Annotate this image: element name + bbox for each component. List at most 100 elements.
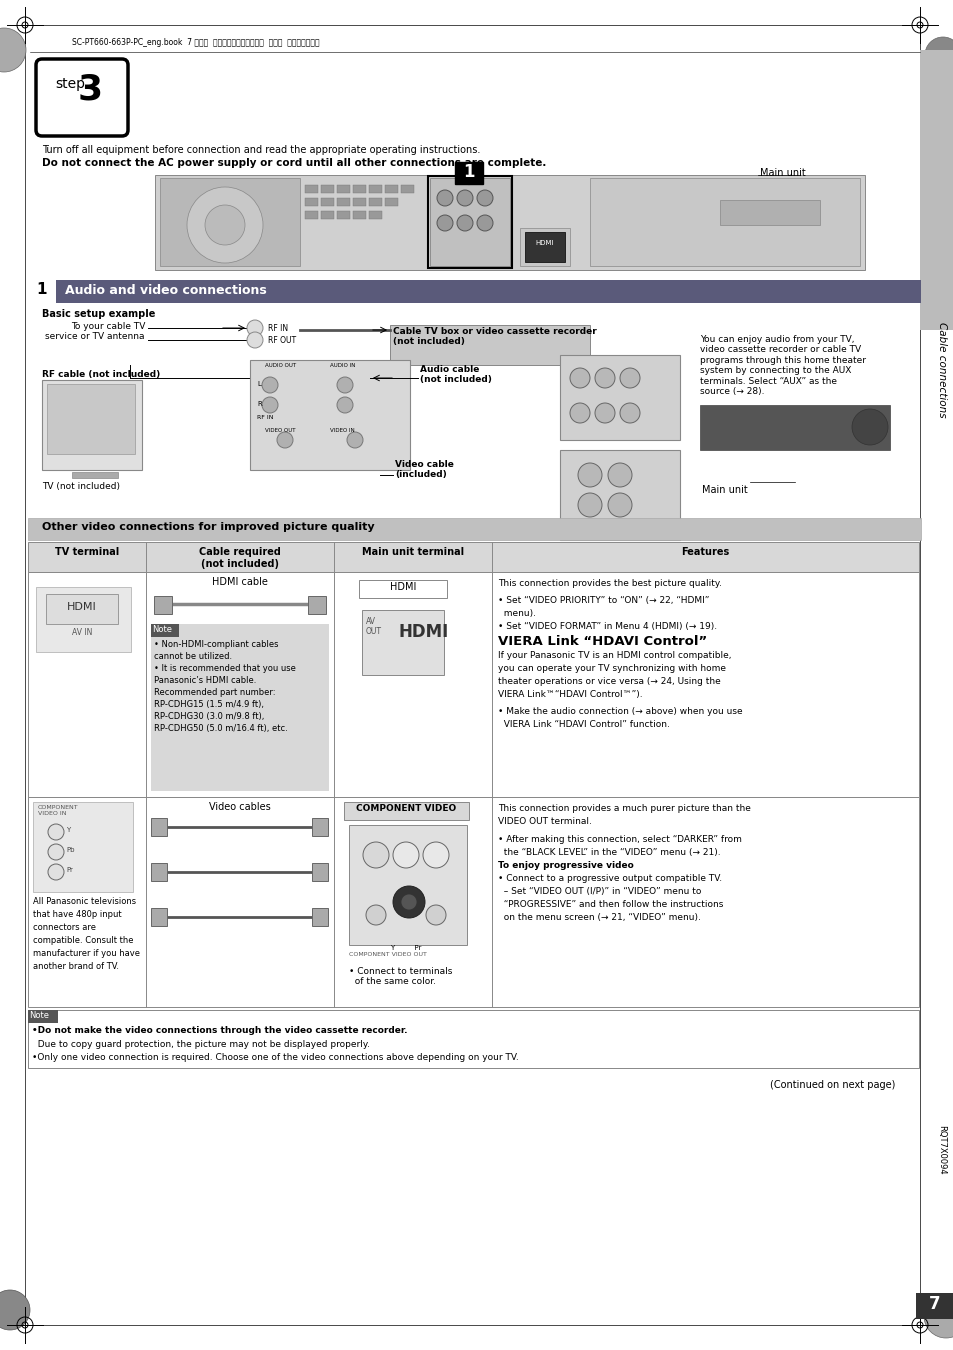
Text: • It is recommended that you use: • It is recommended that you use — [153, 664, 295, 674]
Bar — [33, 802, 132, 892]
Circle shape — [262, 377, 277, 393]
Circle shape — [426, 904, 446, 925]
Circle shape — [276, 432, 293, 448]
Bar — [519, 228, 569, 266]
Bar — [400, 185, 414, 193]
Circle shape — [247, 320, 263, 336]
Text: Y: Y — [66, 828, 71, 833]
Bar — [349, 825, 467, 945]
Text: 1: 1 — [37, 282, 48, 297]
Bar — [320, 198, 334, 207]
Text: Features: Features — [680, 547, 728, 558]
Bar — [559, 450, 679, 540]
Text: RF OUT: RF OUT — [268, 336, 295, 346]
Text: L: L — [256, 381, 260, 387]
FancyBboxPatch shape — [36, 59, 128, 136]
Text: 1: 1 — [463, 163, 475, 181]
Bar — [428, 176, 512, 269]
Text: Y         Pr: Y Pr — [390, 945, 421, 950]
Text: “PROGRESSIVE” and then follow the instructions: “PROGRESSIVE” and then follow the instru… — [497, 900, 722, 909]
Text: Turn off all equipment before connection and read the appropriate operating inst: Turn off all equipment before connection… — [42, 144, 480, 155]
Text: on the menu screen (→ 21, “VIDEO” menu).: on the menu screen (→ 21, “VIDEO” menu). — [497, 913, 700, 922]
Bar — [154, 176, 864, 270]
Text: cannot be utilized.: cannot be utilized. — [153, 652, 232, 662]
Text: Note: Note — [152, 625, 172, 634]
Circle shape — [0, 1291, 30, 1330]
Text: HDMI cable: HDMI cable — [212, 576, 268, 587]
Text: • Set “VIDEO PRIORITY” to “ON” (→ 22, “HDMI”: • Set “VIDEO PRIORITY” to “ON” (→ 22, “H… — [497, 595, 709, 605]
Bar — [455, 162, 482, 184]
Text: connectors are: connectors are — [33, 923, 96, 932]
Text: This connection provides the best picture quality.: This connection provides the best pictur… — [497, 579, 721, 589]
Circle shape — [48, 844, 64, 860]
Text: • Make the audio connection (→ above) when you use: • Make the audio connection (→ above) wh… — [497, 707, 741, 716]
Bar — [919, 50, 953, 329]
Circle shape — [247, 332, 263, 348]
Bar — [46, 594, 118, 624]
Bar — [353, 185, 366, 193]
Circle shape — [578, 493, 601, 517]
Text: SC-PT660-663P-PC_eng.book  7 ページ  ２００７年１２月１１日  火曜日  午後６時２７分: SC-PT660-663P-PC_eng.book 7 ページ ２００７年１２月… — [71, 38, 319, 47]
Bar — [28, 796, 918, 1007]
Circle shape — [924, 36, 953, 73]
Bar — [390, 325, 589, 364]
Text: RP-CDHG15 (1.5 m/4.9 ft),: RP-CDHG15 (1.5 m/4.9 ft), — [153, 701, 264, 709]
Bar — [559, 355, 679, 440]
Text: •Only one video connection is required. Choose one of the video connections abov: •Only one video connection is required. … — [32, 1053, 518, 1062]
Bar — [151, 624, 329, 791]
Circle shape — [400, 894, 416, 910]
Text: RF cable (not included): RF cable (not included) — [42, 370, 160, 379]
Bar — [353, 198, 366, 207]
Text: VIDEO OUT terminal.: VIDEO OUT terminal. — [497, 817, 591, 826]
Bar — [28, 279, 56, 302]
Text: RP-CDHG30 (3.0 m/9.8 ft),: RP-CDHG30 (3.0 m/9.8 ft), — [153, 711, 264, 721]
Text: Due to copy guard protection, the picture may not be displayed properly.: Due to copy guard protection, the pictur… — [32, 1040, 370, 1049]
Text: Do not connect the AC power supply or cord until all other connections are compl: Do not connect the AC power supply or co… — [42, 158, 546, 167]
Text: AUDIO IN: AUDIO IN — [330, 363, 355, 369]
Text: HDMI: HDMI — [536, 240, 554, 246]
Bar — [28, 541, 918, 572]
Bar — [42, 379, 142, 470]
Text: You can enjoy audio from your TV,
video cassette recorder or cable TV
programs t: You can enjoy audio from your TV, video … — [700, 335, 865, 396]
Text: COMPONENT VIDEO: COMPONENT VIDEO — [355, 805, 456, 813]
Text: RQT7X0094: RQT7X0094 — [937, 1125, 945, 1174]
Text: • Set “VIDEO FORMAT” in Menu 4 (HDMI) (→ 19).: • Set “VIDEO FORMAT” in Menu 4 (HDMI) (→… — [497, 622, 717, 630]
Circle shape — [205, 205, 245, 244]
Bar — [305, 211, 317, 219]
Text: Cable TV box or video cassette recorder
(not included): Cable TV box or video cassette recorder … — [393, 327, 597, 347]
Text: • Connect to a progressive output compatible TV.: • Connect to a progressive output compat… — [497, 873, 721, 883]
Text: Video cables: Video cables — [209, 802, 271, 811]
Text: Main unit: Main unit — [760, 167, 805, 178]
Text: Panasonic’s HDMI cable.: Panasonic’s HDMI cable. — [153, 676, 256, 684]
Bar — [320, 211, 334, 219]
Bar — [28, 279, 920, 302]
Bar — [589, 178, 859, 266]
Circle shape — [851, 409, 887, 446]
Circle shape — [262, 397, 277, 413]
Bar — [353, 211, 366, 219]
Text: RF IN: RF IN — [268, 324, 288, 333]
Circle shape — [476, 215, 493, 231]
Bar — [151, 909, 167, 926]
Bar — [305, 198, 317, 207]
Text: •Do not make the video connections through the video cassette recorder.: •Do not make the video connections throu… — [32, 1026, 407, 1035]
Bar — [305, 185, 317, 193]
Text: AV
OUT: AV OUT — [366, 617, 381, 636]
Circle shape — [336, 377, 353, 393]
Bar — [385, 185, 397, 193]
Bar — [36, 587, 131, 652]
Text: HDMI: HDMI — [390, 582, 416, 593]
Circle shape — [0, 28, 26, 72]
Text: 7: 7 — [928, 1295, 940, 1314]
Circle shape — [456, 215, 473, 231]
Text: • Connect to terminals
  of the same color.: • Connect to terminals of the same color… — [349, 967, 452, 987]
Bar — [160, 178, 299, 266]
Bar — [153, 595, 172, 614]
Bar — [151, 624, 179, 637]
Bar — [358, 580, 447, 598]
Bar — [320, 185, 334, 193]
Circle shape — [476, 190, 493, 207]
Text: Main unit: Main unit — [701, 485, 747, 495]
Text: Audio and video connections: Audio and video connections — [65, 284, 267, 297]
Bar — [28, 1010, 58, 1023]
